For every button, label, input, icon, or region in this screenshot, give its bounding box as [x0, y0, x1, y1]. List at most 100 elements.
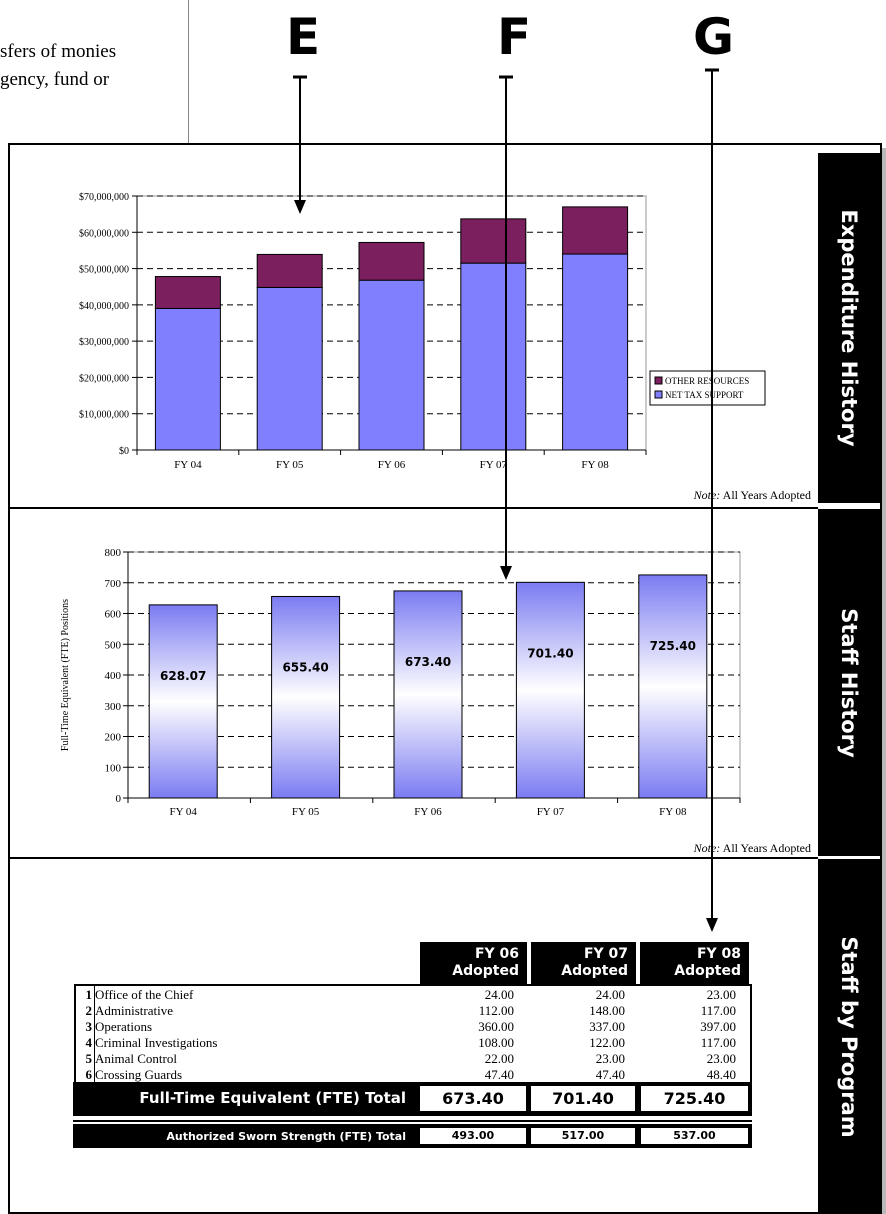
- header-fy07: FY 07 Adopted: [531, 942, 636, 984]
- bar-net-tax-support: [256, 286, 323, 451]
- x-tick-label: FY 07: [537, 806, 565, 818]
- header-fy06: FY 06 Adopted: [420, 942, 527, 984]
- bar-net-tax-support: [154, 307, 221, 451]
- bar-fte: [148, 604, 218, 799]
- callout-f: F: [497, 8, 532, 66]
- bar-fte: [393, 590, 463, 799]
- fte-value: 117.00: [700, 1003, 736, 1018]
- callout-e: E: [286, 8, 321, 66]
- note-text: All Years Adopted: [722, 488, 811, 502]
- legend-label-net-tax-support: NET TAX SUPPORT: [665, 390, 744, 400]
- fte-value: 23.00: [706, 987, 736, 1002]
- header-fy08-line1: FY 08: [696, 946, 741, 962]
- fte-value: 148.00: [589, 1003, 625, 1018]
- fte-value: 24.00: [484, 987, 514, 1002]
- x-tick-label: FY 04: [169, 806, 197, 818]
- header-fy06-line2: Adopted: [452, 963, 519, 979]
- note-prefix: Note:: [693, 841, 721, 855]
- num-col-rule: [94, 986, 95, 1082]
- x-tick-label: FY 06: [378, 459, 406, 471]
- y-tick-label: 700: [105, 578, 122, 590]
- staff-note: Note: All Years Adopted: [694, 841, 811, 856]
- fte-value: 47.40: [484, 1067, 514, 1082]
- header-fy08-line2: Adopted: [674, 963, 741, 979]
- program-name: Crossing Guards: [95, 1067, 183, 1082]
- row-number: 1: [85, 987, 93, 1002]
- x-tick-label: FY 07: [480, 459, 508, 471]
- fte-value: 117.00: [700, 1035, 736, 1050]
- fte-total-fy06: 673.40: [419, 1085, 527, 1112]
- arrow-f-head: [500, 566, 512, 580]
- y-tick-label: 400: [105, 670, 122, 682]
- arrow-g-head: [706, 918, 718, 932]
- header-fy08: FY 08 Adopted: [640, 942, 749, 984]
- row-number: 4: [85, 1035, 93, 1050]
- data-label: 655.40: [282, 660, 328, 674]
- y-tick-label: 300: [105, 701, 122, 713]
- fragment-line-1: sfers of monies: [0, 41, 117, 62]
- arrow-e-head: [294, 200, 306, 214]
- program-name: Administrative: [95, 1003, 173, 1018]
- bar-fte: [271, 595, 341, 799]
- tab-staff-history: Staff History: [818, 509, 880, 856]
- note-prefix: Note:: [693, 488, 721, 502]
- legend-swatch-other-resources: [654, 376, 663, 385]
- bar-net-tax-support: [460, 262, 527, 451]
- table-row: 4 Criminal Investigations 108.00 122.00 117.…: [76, 1035, 748, 1051]
- fte-value: 22.00: [484, 1051, 514, 1066]
- fte-value: 23.00: [706, 1051, 736, 1066]
- y-tick-label: $50,000,000: [79, 265, 129, 276]
- fte-value: 48.40: [706, 1067, 736, 1082]
- sworn-total-fy06: 493.00: [419, 1127, 527, 1145]
- fte-total-fy07: 701.40: [530, 1085, 636, 1112]
- y-tick-label: 600: [105, 609, 122, 621]
- fte-value: 337.00: [589, 1019, 625, 1034]
- tab-expenditure-history: Expenditure History: [818, 153, 880, 503]
- y-tick-label: $30,000,000: [79, 337, 129, 348]
- expenditure-note: Note: All Years Adopted: [694, 488, 811, 503]
- x-tick-label: FY 05: [292, 806, 320, 818]
- x-tick-label: FY 08: [581, 459, 609, 471]
- y-tick-label: $70,000,000: [79, 192, 129, 203]
- fte-value: 122.00: [589, 1035, 625, 1050]
- fragment-line-2: gency, fund or: [0, 69, 110, 90]
- y-axis-label: Full-Time Equivalent (FTE) Positions: [60, 599, 71, 751]
- y-tick-label: 0: [116, 793, 122, 805]
- header-fy06-line1: FY 06: [474, 946, 519, 962]
- y-tick-label: $20,000,000: [79, 373, 129, 384]
- bar-net-tax-support: [562, 253, 629, 451]
- tab-staff-by-program: Staff by Program: [818, 859, 880, 1214]
- fte-total-bar: [73, 1082, 752, 1116]
- program-name: Office of the Chief: [95, 987, 194, 1002]
- bar-fte: [515, 581, 585, 799]
- x-tick-label: FY 08: [659, 806, 687, 818]
- total-separator: [73, 1116, 752, 1122]
- fte-value: 23.00: [595, 1051, 625, 1066]
- fte-value: 24.00: [595, 987, 625, 1002]
- y-tick-label: $10,000,000: [79, 410, 129, 421]
- data-label: 701.40: [527, 646, 573, 660]
- y-tick-label: 800: [105, 547, 122, 559]
- legend-box: [649, 370, 766, 406]
- bar-other-resources: [154, 276, 221, 309]
- table-row: 3 Operations 360.00 337.00 397.00: [76, 1019, 748, 1035]
- program-name: Operations: [95, 1019, 153, 1034]
- x-tick-label: FY 04: [174, 459, 202, 471]
- y-tick-label: 200: [105, 732, 122, 744]
- sworn-total-fy08: 537.00: [640, 1127, 749, 1145]
- y-tick-label: $60,000,000: [79, 228, 129, 239]
- bar-net-tax-support: [358, 279, 425, 451]
- fte-value: 47.40: [595, 1067, 625, 1082]
- data-label: 725.40: [650, 639, 696, 653]
- fte-value: 108.00: [478, 1035, 514, 1050]
- row-number: 2: [85, 1003, 93, 1018]
- row-number: 5: [85, 1051, 93, 1066]
- x-tick-label: FY 06: [414, 806, 442, 818]
- bar-other-resources: [460, 218, 527, 264]
- fte-value: 397.00: [700, 1019, 736, 1034]
- x-tick-label: FY 05: [276, 459, 304, 471]
- fte-value: 112.00: [478, 1003, 514, 1018]
- table-row: 1 Office of the Chief 24.00 24.00 23.00: [76, 987, 748, 1003]
- program-name: Animal Control: [95, 1051, 177, 1066]
